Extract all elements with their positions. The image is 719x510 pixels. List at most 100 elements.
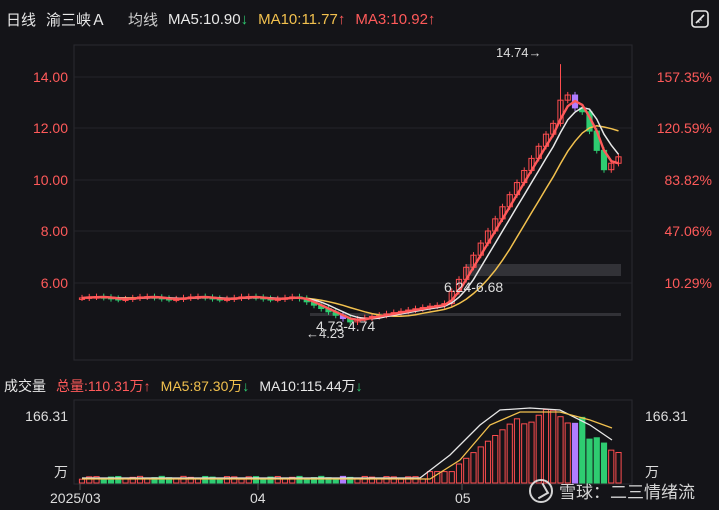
up-arrow-icon: ↑ (337, 10, 346, 28)
volume-bar (484, 440, 492, 484)
volume-bar (608, 449, 615, 484)
up-arrow-icon: ↑ (427, 10, 436, 28)
period-tab[interactable]: 日线 (6, 11, 37, 29)
ma10-label: MA10:11.77↑ (258, 10, 346, 28)
volume-bar (93, 476, 100, 484)
price-tick: 10.00 (33, 172, 68, 188)
volume-bar (107, 476, 115, 484)
watermark: 雪球：二三情绪流 (529, 478, 695, 503)
volume-bar (223, 476, 231, 484)
volume-bar (180, 475, 187, 484)
volume-bar (550, 409, 557, 484)
volume-bar (506, 423, 513, 484)
price-tick: 6.00 (41, 275, 68, 291)
ma10-line (81, 125, 619, 317)
ruler-icon[interactable] (689, 8, 711, 30)
volume-bar (187, 476, 194, 484)
up-arrow-icon: ↑ (143, 378, 151, 394)
down-arrow-icon: ↓ (242, 378, 250, 394)
volume-ma10-line (82, 411, 613, 480)
volume-bar (600, 442, 608, 484)
volume-bar (521, 423, 528, 484)
volume-bar (528, 421, 535, 484)
volume-bar (542, 409, 550, 484)
volume-bar (586, 438, 593, 484)
volume-bar (390, 476, 397, 484)
mode-label[interactable]: 均线 (128, 11, 159, 29)
ma3-line (81, 99, 619, 322)
volume-ma5-label: MA5:87.30万↓ (160, 378, 250, 394)
chart-header: 日线 渝三峡Ａ 均线 MA5:10.90↓ MA10:11.77↑ MA3:10… (0, 0, 719, 38)
pct-tick: 120.59% (657, 120, 712, 136)
candle-body (557, 99, 564, 124)
volume-bar (136, 475, 144, 484)
volume-bar (513, 418, 521, 484)
low-annotation: ←4.23 (306, 326, 344, 341)
support-zone (310, 313, 621, 316)
total-volume-label: 总量:110.31万↑ (56, 378, 151, 394)
volume-ma5-line (82, 407, 613, 479)
candles-group (78, 64, 622, 325)
volume-bar (397, 478, 405, 484)
volume-bar (245, 476, 252, 484)
stock-name: 渝三峡Ａ (46, 11, 107, 29)
range-annotation: 6.24-6.68 (444, 279, 503, 295)
ma5-label: MA5:10.90↓ (168, 10, 249, 28)
volume-max-label: 166.31 (25, 408, 68, 424)
volume-label[interactable]: 成交量 (4, 378, 46, 394)
volume-bar (492, 435, 499, 484)
volume-bar (209, 476, 216, 484)
volume-bar (361, 475, 368, 484)
high-annotation: 14.74→ (496, 45, 542, 60)
volume-bar (564, 422, 571, 484)
volume-ma10-label: MA10:115.44万↓ (259, 378, 363, 394)
volume-bar (78, 478, 86, 484)
volume-bar (252, 476, 260, 484)
volume-bar (593, 437, 600, 484)
volume-bar (86, 476, 93, 484)
volume-bar (339, 475, 347, 484)
volume-bar (470, 452, 477, 484)
xueqiu-logo-icon (529, 478, 553, 503)
range-annotation: 4.73-4.74 (316, 318, 375, 334)
x-axis-label: 05 (455, 490, 471, 506)
pct-tick: 47.06% (665, 223, 712, 239)
volume-bar (434, 471, 441, 484)
volume-bar (412, 476, 419, 484)
volume-bar (231, 476, 238, 484)
pct-tick: 83.82% (665, 172, 712, 188)
volume-bar (289, 476, 296, 484)
pct-tick: 10.29% (665, 275, 712, 291)
pct-tick: 157.35% (657, 69, 712, 85)
volume-bar (448, 471, 455, 484)
volume-bar (115, 475, 122, 484)
volume-bar (535, 414, 542, 484)
volume-max-label: 166.31 (645, 408, 688, 424)
volume-bar (571, 422, 579, 484)
grid-lines (74, 76, 632, 284)
resistance-zone (465, 264, 621, 276)
down-arrow-icon: ↓ (355, 378, 363, 394)
volume-bar (267, 476, 274, 484)
price-frame (73, 44, 633, 361)
down-arrow-icon: ↓ (240, 10, 249, 28)
price-tick: 12.00 (33, 120, 68, 136)
volume-bar (615, 451, 622, 484)
volume-unit-label: 万 (54, 464, 68, 480)
ma3-label: MA3:10.92↑ (355, 10, 436, 28)
volume-bars-group (78, 409, 622, 484)
volume-bar (274, 475, 281, 484)
volume-bar (318, 475, 325, 484)
volume-bar (463, 457, 470, 484)
volume-bar (579, 416, 586, 484)
volume-bar (499, 429, 506, 484)
price-tick: 14.00 (33, 69, 68, 85)
volume-frame (73, 399, 633, 485)
candle-body (564, 94, 571, 101)
volume-bar (238, 478, 245, 484)
volume-bar (202, 475, 209, 484)
volume-bar (158, 475, 165, 484)
price-tick: 8.00 (41, 223, 68, 239)
x-axis-label: 04 (250, 490, 266, 506)
